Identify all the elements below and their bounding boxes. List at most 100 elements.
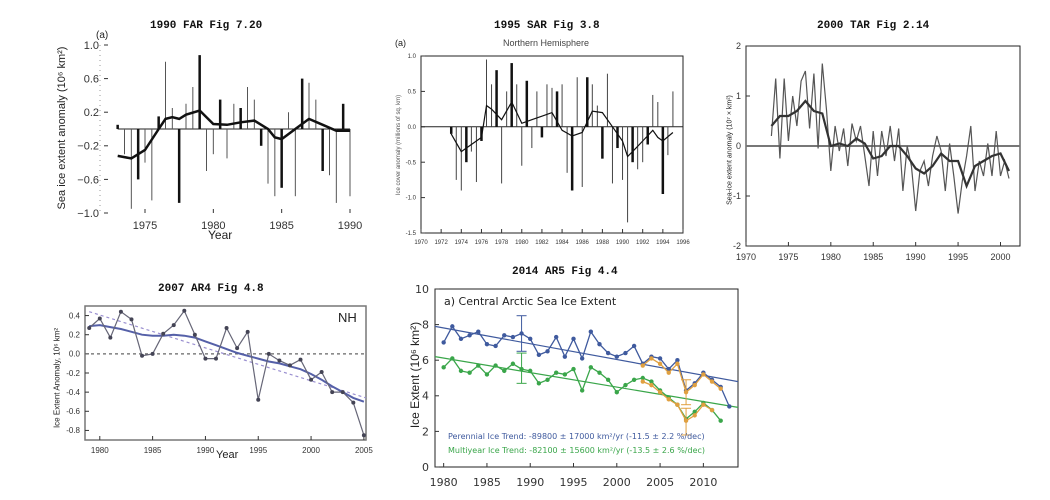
chart2-y-tick-label: 0.5 [408, 90, 417, 96]
chart5-perennial-point [493, 343, 498, 349]
chart4-y-tick-label: -0.6 [66, 407, 80, 416]
chart1-y-tick-label: −1.0 [77, 208, 99, 220]
chart4-data-point [351, 400, 356, 405]
chart2-x-tick-label: 1978 [495, 240, 509, 246]
chart4-data-point [129, 317, 134, 322]
chart4-data-point [235, 346, 240, 351]
chart5-perennial-point [441, 340, 446, 345]
chart5-perennial-alt-point [701, 372, 706, 377]
chart5-perennial-point [450, 324, 455, 329]
chart5-x-tick-label: 2010 [689, 476, 717, 489]
chart5-y-tick-label: 2 [422, 425, 429, 438]
chart1-x-tick-label: 1990 [338, 220, 362, 232]
chart4-data-point [287, 363, 292, 368]
chart5-perennial-alt-point [718, 386, 723, 391]
chart5-multiyear-point [649, 379, 654, 384]
chart4-xlabel: Year [216, 449, 239, 461]
chart5-multiyear-point [476, 363, 481, 368]
chart5-multiyear-trend-annotation: Multiyear Ice Trend: -82100 ± 15600 km²/… [448, 446, 706, 455]
chart1-y-tick-label: 0.6 [84, 73, 99, 85]
chart5-perennial-point [597, 341, 602, 347]
chart5-multiyear-trend-line [434, 356, 739, 408]
chart5-multiyear-point [536, 381, 542, 386]
chart2-x-tick-label: 1982 [535, 240, 549, 246]
chart5-perennial-point [605, 350, 611, 356]
chart1-y-tick-label: −0.2 [77, 141, 99, 153]
chart4-smoothed-line [89, 324, 365, 403]
chart4-x-tick-label: 2000 [302, 446, 320, 455]
chart4-data-point [171, 323, 176, 328]
chart2-y-tick-label: -0.5 [406, 160, 417, 166]
chart1-title: 1990 FAR Fig 7.20 [150, 20, 263, 32]
chart5-x-tick-label: 1990 [516, 476, 544, 489]
chart1-xlabel: Year [208, 228, 233, 242]
chart5-perennial-point [545, 349, 550, 354]
chart5-multiyear-point [467, 370, 472, 375]
chart4-data-point [203, 356, 208, 361]
chart5-perennial-alt-point [709, 379, 715, 384]
chart5-panel-title: a) Central Arctic Sea Ice Extent [444, 295, 617, 308]
chart5-plot-frame [434, 288, 739, 468]
chart5-multiyear-point [493, 363, 498, 368]
chart5-perennial-point [536, 352, 542, 358]
chart5-multiyear-point [502, 368, 507, 374]
chart5-perennial-point [562, 354, 568, 359]
chart2-x-tick-label: 1986 [576, 240, 590, 246]
chart2-x-tick-label: 1974 [455, 240, 469, 246]
chart4-y-tick-label: 0.0 [69, 350, 81, 359]
chart5-multiyear-alt-point [666, 397, 671, 402]
chart4-data-point [224, 326, 229, 331]
chart5-perennial-trend-line [434, 325, 739, 383]
chart2-title: 1995 SAR Fig 3.8 [494, 20, 600, 32]
chart1-smoothed-line [117, 109, 350, 160]
chart5-ylabel: Ice Extent (10⁶ km²) [408, 321, 422, 429]
chart4-y-tick-label: 0.2 [69, 331, 81, 340]
chart4-y-tick-label: -0.2 [66, 369, 80, 378]
chart4-data-point [361, 433, 366, 438]
chart5-perennial-point [579, 356, 585, 361]
chart4-data-point [108, 335, 113, 340]
chart5-multiyear-point [614, 390, 619, 395]
chart4-data-point [118, 309, 123, 314]
chart2-ylabel: Ice cover anomaly (millions of sq. km) [396, 94, 402, 196]
chart2-x-tick-label: 1990 [616, 240, 630, 246]
chart5-multiyear-point [692, 409, 697, 415]
chart1-x-tick-label: 1980 [201, 220, 225, 232]
chart2-subtitle: Northern Hemisphere [503, 38, 590, 48]
chart5-perennial-point [458, 336, 464, 342]
chart5-perennial-point [476, 329, 481, 334]
chart5-perennial-point [502, 333, 507, 338]
chart4-data-point [140, 353, 145, 358]
chart2-y-tick-label: -1.0 [406, 196, 417, 202]
chart5-multiyear-point [640, 375, 645, 381]
chart1-y-tick-label: 0.2 [84, 107, 99, 119]
chart5-y-tick-label: 6 [422, 354, 429, 367]
chart2-x-tick-label: 1970 [414, 240, 428, 246]
chart5-multiyear-point [605, 377, 611, 382]
chart5-perennial-alt-point [657, 361, 663, 366]
chart5-multiyear-point [554, 370, 559, 375]
chart4-y-tick-label: -0.8 [66, 426, 80, 435]
chart4-data-point [245, 329, 250, 334]
chart3-x-tick-label: 1985 [863, 252, 883, 262]
chart5-perennial-point [484, 341, 490, 347]
chart4-plot-frame [84, 305, 367, 441]
chart5-perennial-point [727, 404, 732, 409]
chart5-multiyear-point [458, 368, 464, 374]
chart1-x-tick-label: 1985 [269, 220, 293, 232]
chart5-x-tick-label: 2005 [646, 476, 674, 489]
chart4-data-point [150, 351, 155, 356]
chart3-x-tick-label: 1975 [778, 252, 798, 262]
chart4-data-point [161, 331, 166, 336]
chart5-perennial-point [614, 354, 619, 359]
chart2-x-tick-label: 1988 [596, 240, 610, 246]
chart5-multiyear-alt-point [675, 402, 680, 407]
chart5-title: 2014 AR5 Fig 4.4 [512, 266, 618, 278]
chart5-y-tick-label: 8 [422, 318, 429, 331]
chart5-multiyear-point [588, 365, 594, 370]
chart4-data-point [330, 390, 335, 395]
chart5-perennial-point [571, 336, 576, 342]
chart4-data-point [213, 356, 218, 361]
chart4-data-point [309, 377, 314, 382]
